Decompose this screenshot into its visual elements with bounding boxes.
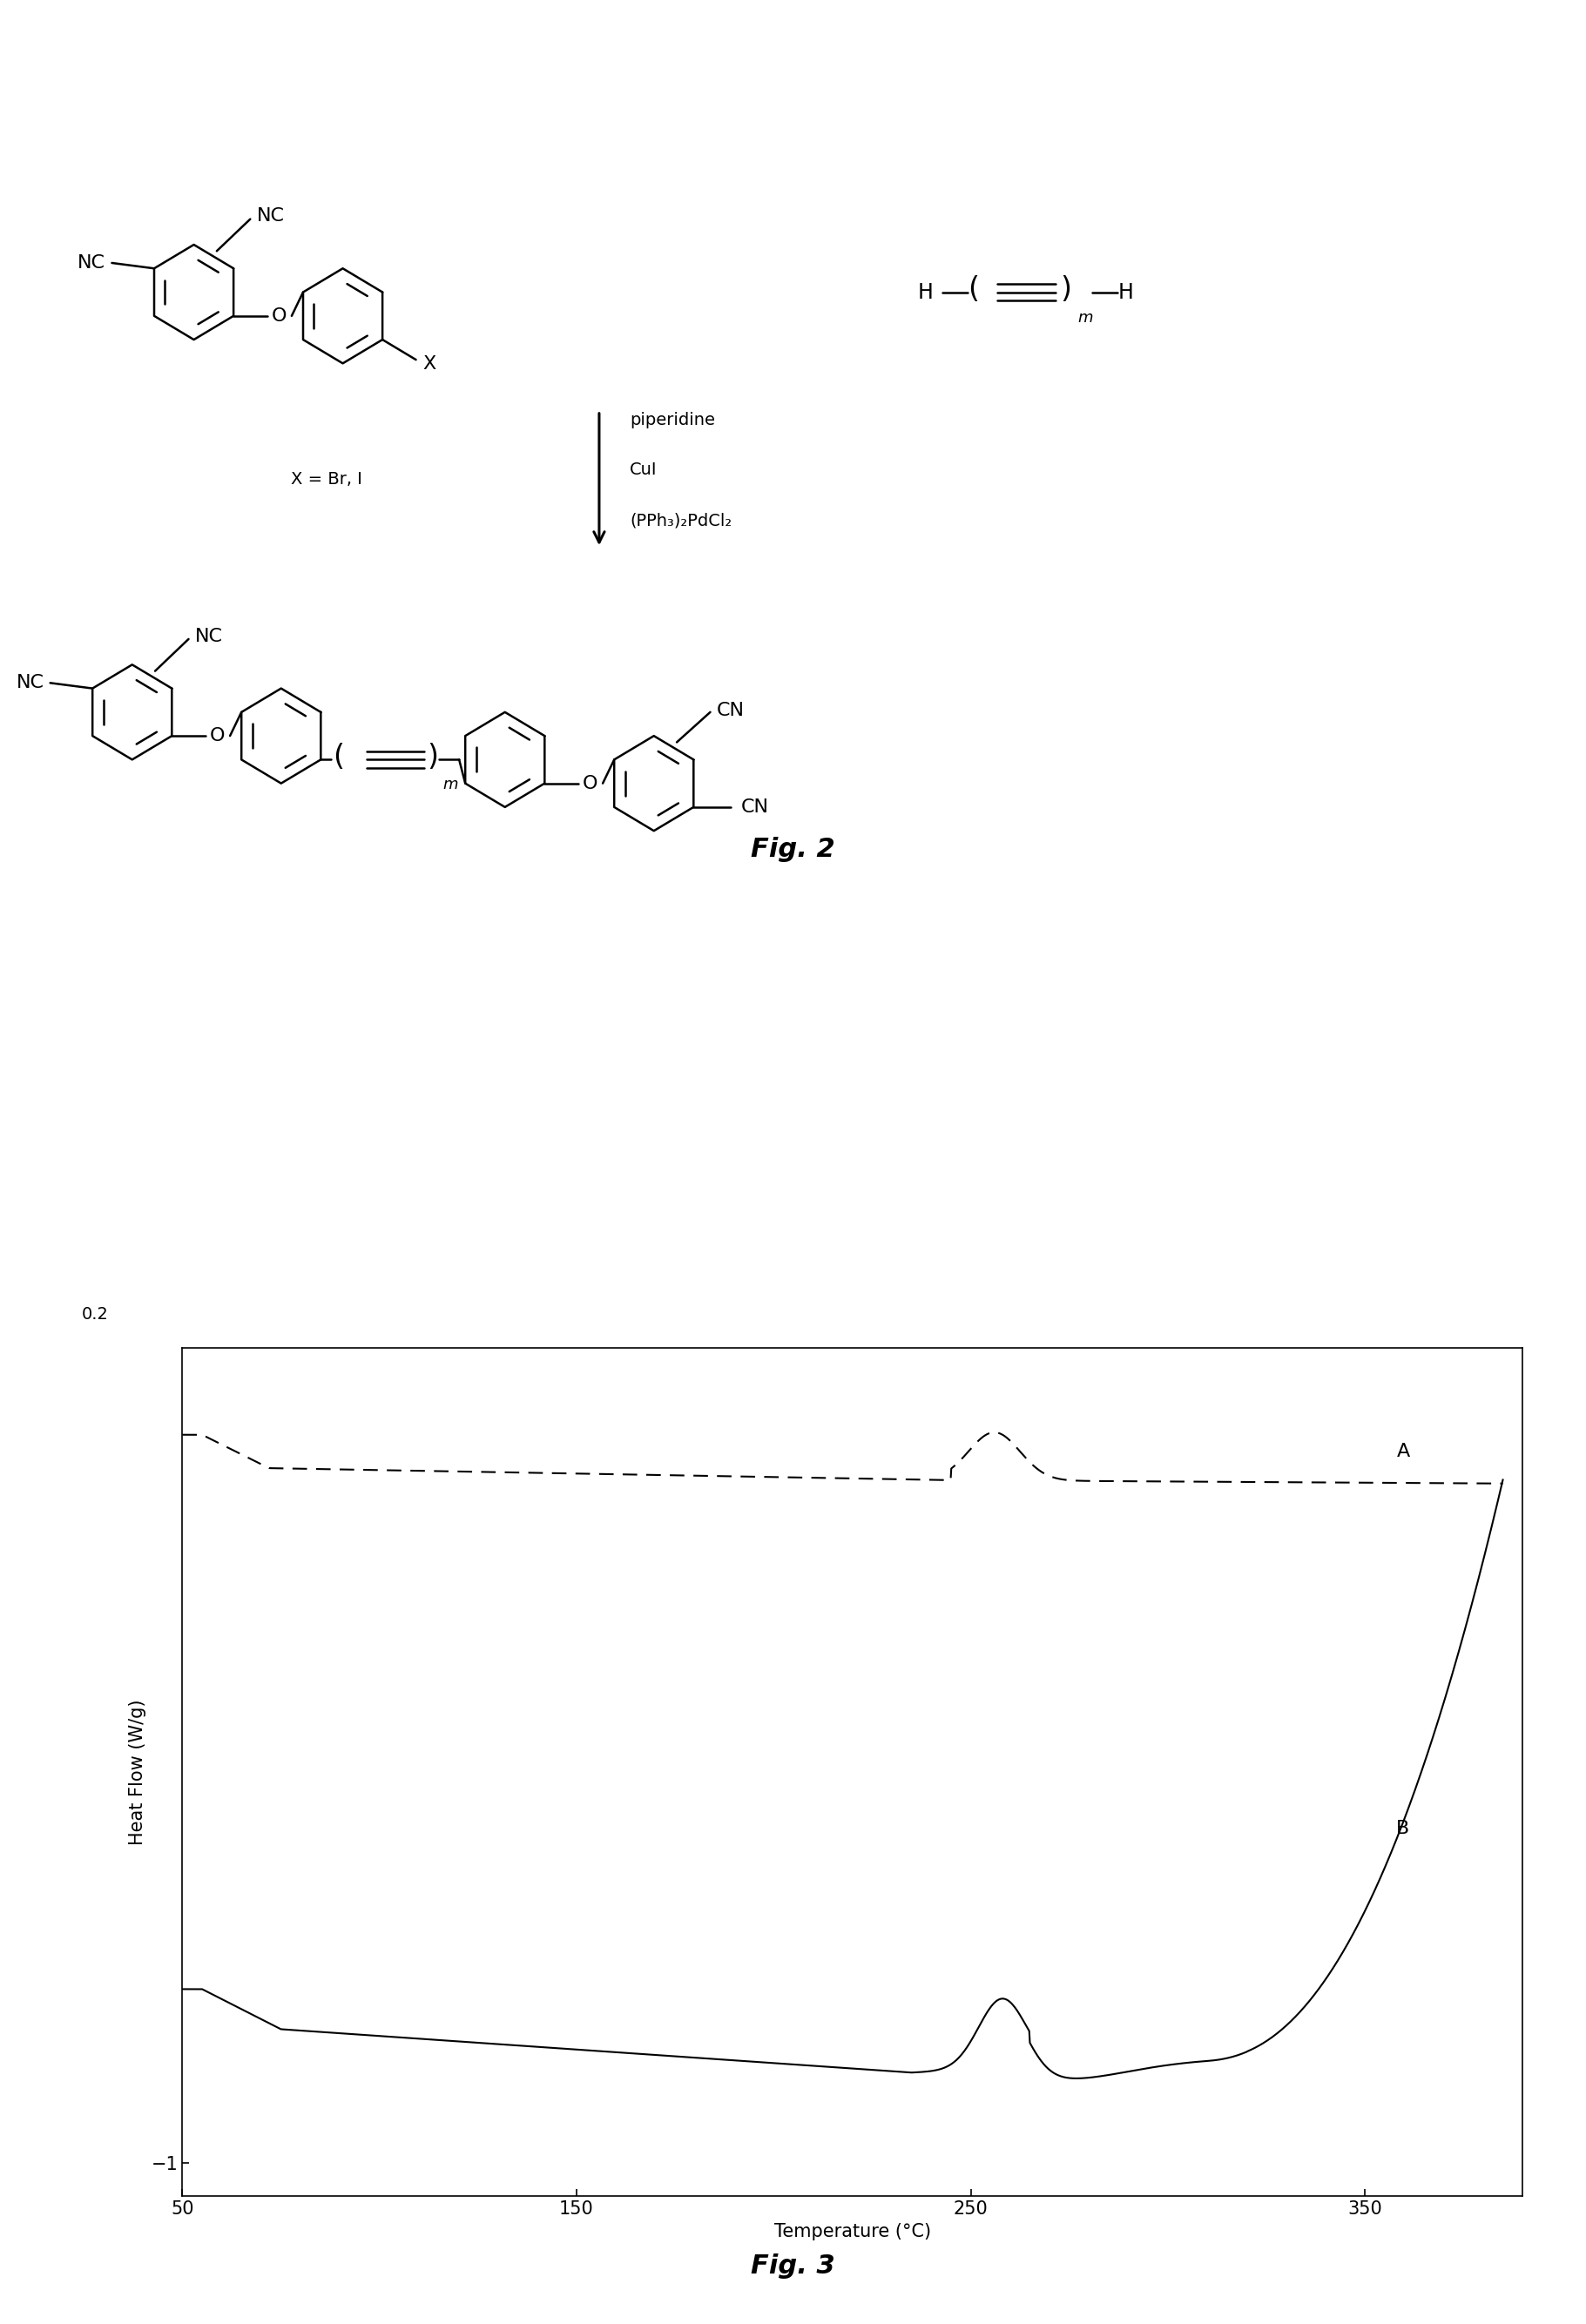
- Text: piperidine: piperidine: [630, 411, 715, 428]
- Text: O: O: [271, 307, 287, 325]
- Text: A: A: [1396, 1443, 1410, 1459]
- Text: ): ): [1061, 274, 1072, 304]
- Text: (: (: [967, 274, 979, 304]
- Text: X: X: [423, 356, 436, 372]
- Text: m: m: [442, 776, 458, 792]
- Text: X = Br, I: X = Br, I: [290, 472, 362, 488]
- Text: CN: CN: [717, 702, 744, 718]
- Text: NC: NC: [195, 627, 222, 646]
- Text: NC: NC: [16, 674, 44, 693]
- Text: ): ): [427, 741, 438, 772]
- Text: B: B: [1396, 1820, 1410, 1838]
- Text: m: m: [1078, 309, 1093, 325]
- Text: CuI: CuI: [630, 462, 658, 479]
- Text: (: (: [333, 741, 344, 772]
- Y-axis label: Heat Flow (W/g): Heat Flow (W/g): [128, 1699, 146, 1845]
- X-axis label: Temperature (°C): Temperature (°C): [774, 2222, 931, 2240]
- Text: (PPh₃)₂PdCl₂: (PPh₃)₂PdCl₂: [630, 511, 733, 528]
- Text: Fig. 2: Fig. 2: [750, 837, 836, 862]
- Text: Fig. 3: Fig. 3: [750, 2254, 836, 2278]
- Text: O: O: [582, 774, 598, 792]
- Text: H: H: [917, 281, 933, 302]
- Text: NC: NC: [257, 207, 284, 225]
- Text: 0.2: 0.2: [82, 1306, 109, 1322]
- Text: NC: NC: [78, 253, 106, 272]
- Text: CN: CN: [741, 799, 769, 816]
- Text: O: O: [209, 727, 225, 744]
- Text: H: H: [1118, 281, 1134, 302]
